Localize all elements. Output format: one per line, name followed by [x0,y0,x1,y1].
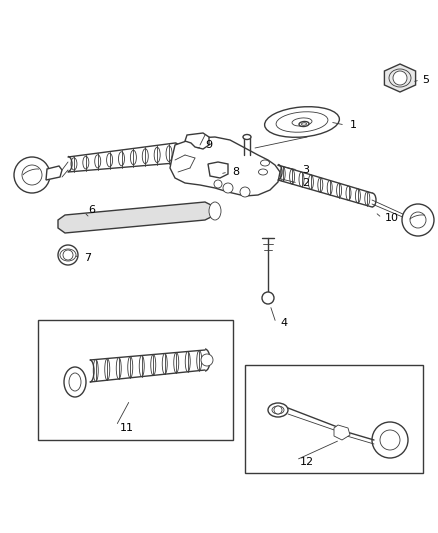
Polygon shape [208,162,228,178]
Text: 11: 11 [120,423,134,433]
Circle shape [201,354,213,366]
Circle shape [402,204,434,236]
Polygon shape [46,166,62,180]
Circle shape [262,292,274,304]
Text: 12: 12 [300,457,314,467]
Text: 5: 5 [422,75,429,85]
Text: 3: 3 [302,165,309,175]
Text: 2: 2 [302,178,309,188]
Polygon shape [170,137,280,196]
Circle shape [214,180,222,188]
Text: 8: 8 [232,167,239,177]
Circle shape [63,250,73,260]
Polygon shape [58,202,215,233]
Ellipse shape [265,107,339,138]
Circle shape [14,157,50,193]
Text: 7: 7 [84,253,91,263]
Circle shape [58,245,78,265]
Polygon shape [185,133,209,149]
Polygon shape [385,64,416,92]
Circle shape [223,183,233,193]
Text: 9: 9 [205,140,212,150]
Ellipse shape [299,122,309,126]
Polygon shape [405,213,413,224]
Ellipse shape [209,202,221,220]
Circle shape [274,406,282,414]
Ellipse shape [258,169,268,175]
Circle shape [393,71,407,85]
Ellipse shape [261,160,269,166]
Text: 6: 6 [88,205,95,215]
Text: 4: 4 [280,318,287,328]
Text: 10: 10 [385,213,399,223]
Bar [245,365,423,473]
Bar [38,320,233,440]
Circle shape [372,422,408,458]
Polygon shape [334,425,350,440]
Text: 1: 1 [350,120,357,130]
Ellipse shape [243,134,251,140]
Circle shape [240,187,250,197]
